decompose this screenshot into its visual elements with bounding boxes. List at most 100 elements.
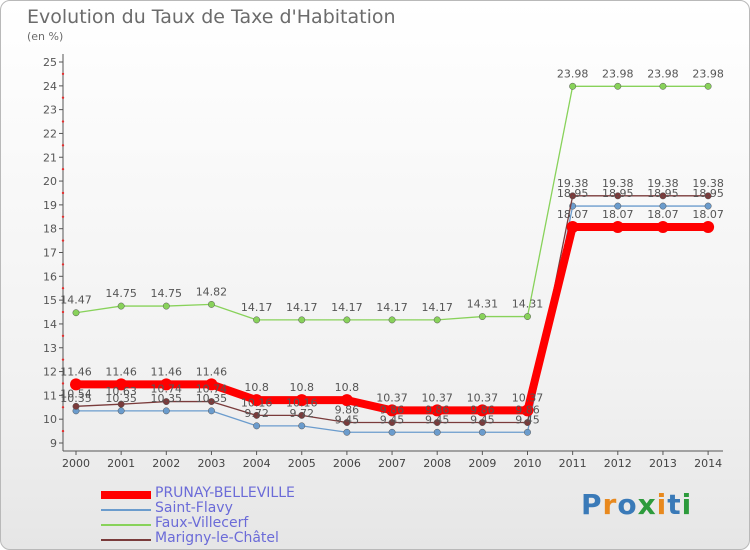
data-label: 9.45 [335,413,360,426]
y-axis-dot [61,120,65,123]
data-point [388,316,396,324]
data-point [569,82,577,90]
y-axis-dot [61,215,65,218]
data-label: 19.38 [557,177,589,190]
y-tick-label: 11 [43,389,57,402]
x-tick-label: 2006 [333,457,361,470]
y-tick-label: 18 [43,223,57,236]
data-point [340,394,353,407]
data-label: 14.82 [196,285,228,298]
legend-swatch [101,524,151,526]
data-label: 10.16 [241,396,273,409]
y-tick-label: 21 [43,151,57,164]
x-tick-label: 2001 [107,457,135,470]
y-tick-label: 25 [43,56,57,69]
y-axis-dot [61,263,65,266]
data-label: 10.35 [196,392,228,405]
legend-swatch [101,509,151,511]
data-label: 10.74 [151,383,183,396]
logo-letter: x [637,488,657,521]
data-label: 10.37 [512,391,544,404]
data-point [72,402,80,410]
y-tick-label: 15 [43,294,57,307]
data-label: 10.74 [196,383,228,396]
data-label: 14.17 [241,301,273,314]
x-tick-label: 2010 [514,457,542,470]
data-point [250,394,263,407]
data-point [386,404,399,417]
data-point [115,378,128,391]
logo-letter: i [681,488,693,521]
data-label: 10.63 [105,385,137,398]
data-label: 18.07 [692,208,724,221]
y-axis-dot [61,406,65,409]
data-label: 9.45 [470,413,495,426]
data-point [208,300,215,308]
data-label: 18.95 [602,187,634,200]
logo-letter: P [581,488,603,521]
x-tick-label: 2014 [694,457,722,470]
data-point [656,221,669,234]
legend-label: Marigny-le-Châtel [155,530,279,546]
x-tick-label: 2002 [152,457,180,470]
y-axis-dot [61,191,65,195]
logo-letter: o [617,488,638,521]
data-point [298,411,306,419]
data-label: 14.17 [286,301,318,314]
data-point [704,192,712,200]
data-point [659,192,667,200]
data-point [521,404,534,417]
series-line-2 [75,85,709,321]
data-label: 11.46 [151,365,183,378]
logo-letter: i [656,488,668,521]
data-point [117,407,125,415]
data-point [343,316,351,324]
data-label: 23.98 [557,67,589,80]
y-tick-label: 9 [50,437,57,450]
data-point [162,407,170,415]
data-label: 9.86 [470,404,495,417]
logo-letter: r [602,488,618,521]
x-tick-label: 2013 [649,457,677,470]
y-tick-label: 16 [43,270,57,283]
data-point [659,82,667,90]
y-tick-label: 19 [43,199,57,212]
data-point [614,82,622,90]
data-point [566,221,579,234]
data-label: 9.86 [425,404,450,417]
data-label: 18.95 [692,187,724,200]
y-tick-label: 13 [43,342,57,355]
data-label: 10.37 [421,391,453,404]
data-label: 9.72 [244,407,269,420]
data-point [295,394,308,407]
data-point [162,302,170,310]
data-label: 10.54 [60,387,92,400]
legend-swatch [101,539,151,541]
data-point [478,313,486,321]
data-label: 11.46 [105,365,137,378]
data-point [208,407,215,415]
y-axis-dot [61,334,65,338]
data-point [388,428,396,436]
y-tick-label: 22 [43,127,57,140]
x-tick-label: 2000 [62,457,90,470]
y-axis-dot [61,358,65,361]
x-tick-label: 2011 [559,457,587,470]
data-label: 23.98 [692,67,724,80]
data-label: 14.31 [512,298,544,311]
x-tick-label: 2003 [197,457,225,470]
y-tick-label: 14 [43,318,57,331]
data-point [433,428,441,436]
y-tick-label: 24 [43,80,57,93]
chart-subtitle: (en %) [27,30,64,43]
data-point [162,398,170,406]
data-label: 11.46 [60,365,92,378]
data-point [253,411,261,419]
data-point [117,400,125,408]
data-label: 10.37 [376,391,408,404]
data-label: 10.8 [290,381,315,394]
x-tick-label: 2007 [378,457,406,470]
y-axis-dot [61,382,65,385]
data-point [72,309,80,317]
data-label: 10.35 [105,392,137,405]
